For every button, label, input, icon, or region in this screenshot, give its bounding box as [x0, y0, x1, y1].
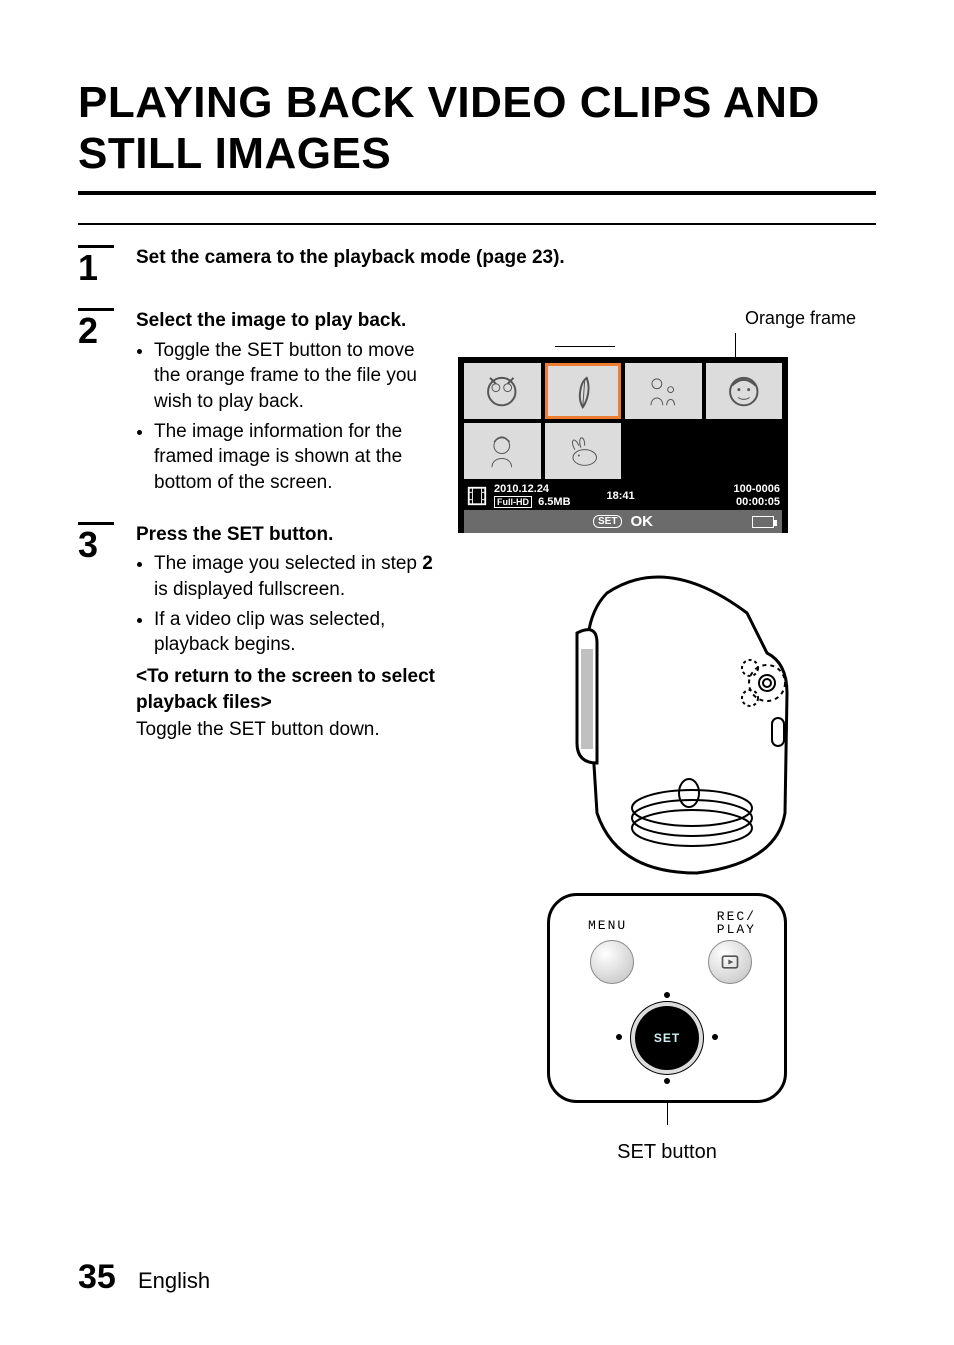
- thumb-rabbit[interactable]: [545, 423, 622, 479]
- info-time: 18:41: [607, 490, 635, 502]
- playback-info-bar: 2010.12.24 Full-HD 6.5MB 18:41 100-0006 …: [464, 479, 782, 510]
- info-quality: Full-HD: [494, 496, 532, 508]
- playback-screen: 2010.12.24 Full-HD 6.5MB 18:41 100-0006 …: [458, 357, 788, 533]
- leader-line: [458, 333, 876, 359]
- girl-icon: [475, 432, 529, 471]
- info-duration: 00:00:05: [734, 496, 781, 508]
- battery-icon: [752, 516, 774, 528]
- ok-label: OK: [630, 513, 653, 530]
- ok-bar: SET OK: [464, 510, 782, 533]
- set-leader-line: [667, 1103, 668, 1125]
- info-date: 2010.12.24: [494, 483, 571, 495]
- thumb-feather[interactable]: [545, 363, 622, 419]
- rec-play-label: REC/ PLAY: [717, 910, 756, 936]
- set-button-label: SET: [654, 1031, 680, 1045]
- page-number: 35: [78, 1258, 116, 1296]
- page-title: PLAYING BACK VIDEO CLIPS AND STILL IMAGE…: [78, 78, 876, 179]
- film-icon: [466, 485, 488, 507]
- dpad-dot-right: [712, 1034, 718, 1040]
- face-icon: [717, 372, 771, 411]
- play-icon: [720, 952, 740, 972]
- rabbit-icon: [556, 432, 610, 471]
- step-number: 3: [78, 522, 114, 563]
- thumbnail-grid: [464, 363, 782, 479]
- step-2-head: Select the image to play back.: [136, 308, 438, 334]
- manual-page: PLAYING BACK VIDEO CLIPS AND STILL IMAGE…: [0, 0, 954, 1345]
- step-1-head: Set the camera to the playback mode (pag…: [136, 245, 876, 271]
- step-2-bullet: The image information for the framed ima…: [154, 419, 438, 496]
- camera-illustration: [517, 563, 817, 883]
- step-3-subhead: <To return to the screen to select playb…: [136, 664, 438, 715]
- dpad-dot-down: [664, 1078, 670, 1084]
- set-caption: SET button: [617, 1141, 717, 1164]
- orange-frame-label: Orange frame: [745, 308, 856, 329]
- feather-icon: [556, 372, 610, 411]
- control-panel: MENU REC/ PLAY SET: [547, 893, 787, 1103]
- people-icon: [636, 372, 690, 411]
- set-pill: SET: [593, 515, 622, 528]
- thumb-owl[interactable]: [464, 363, 541, 419]
- step-2-bullet: Toggle the SET button to move the orange…: [154, 338, 438, 415]
- step-1: 1 Set the camera to the playback mode (p…: [78, 245, 876, 286]
- dpad-dot-left: [616, 1034, 622, 1040]
- info-fileno: 100-0006: [734, 483, 781, 495]
- dpad-dot-up: [664, 992, 670, 998]
- step-3-bullet: The image you selected in step 2 is disp…: [154, 551, 438, 602]
- steps-list: 1 Set the camera to the playback mode (p…: [78, 245, 876, 1164]
- thumb-empty: [625, 423, 702, 479]
- info-size: 6.5MB: [538, 496, 570, 508]
- menu-button[interactable]: [590, 940, 634, 984]
- page-footer: 35 English: [78, 1258, 210, 1297]
- owl-icon: [475, 372, 529, 411]
- set-button[interactable]: SET: [635, 1006, 699, 1070]
- step-2: 2 Select the image to play back. Toggle …: [78, 308, 438, 499]
- thumb-empty: [706, 423, 783, 479]
- step-3-tail: Toggle the SET button down.: [136, 717, 438, 743]
- step-number: 2: [78, 308, 114, 349]
- step-3: 3 Press the SET button. The image you se…: [78, 522, 438, 743]
- thumb-face[interactable]: [706, 363, 783, 419]
- rec-play-button[interactable]: [708, 940, 752, 984]
- thumb-family[interactable]: [625, 363, 702, 419]
- step-3-bullet: If a video clip was selected, playback b…: [154, 607, 438, 658]
- rule-secondary: [78, 223, 876, 225]
- thumb-girl[interactable]: [464, 423, 541, 479]
- menu-label: MENU: [588, 918, 627, 933]
- page-language: English: [138, 1268, 210, 1293]
- step-number: 1: [78, 245, 114, 286]
- step-3-head: Press the SET button.: [136, 522, 438, 548]
